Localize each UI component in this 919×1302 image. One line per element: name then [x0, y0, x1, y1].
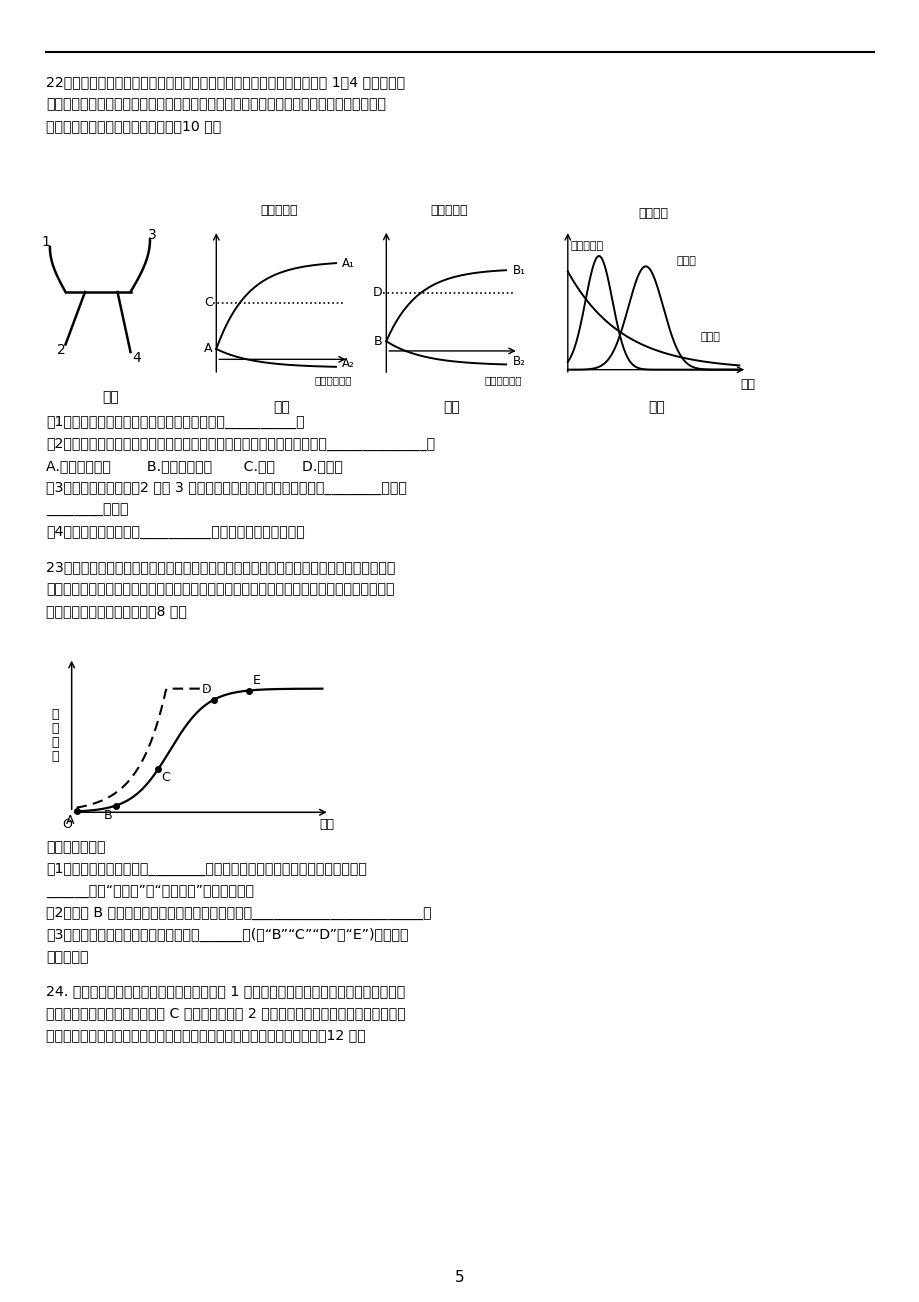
- Text: C: C: [161, 771, 170, 784]
- Text: （1）图中號线表示具体在________条件下田鼠种群的增长方式，该增长方式中: （1）图中號线表示具体在________条件下田鼠种群的增长方式，该增长方式中: [46, 862, 367, 876]
- Text: （2）根的向地生长和茎的背地生长中，能证明生长素作用具有两重性的是______________。: （2）根的向地生长和茎的背地生长中，能证明生长素作用具有两重性的是_______…: [46, 437, 435, 450]
- Text: D: D: [372, 286, 382, 299]
- Text: （3）图甲幼苗横放后，2 处和 3 处生长素浓度的变化依次对应图中的________曲线和: （3）图甲幼苗横放后，2 处和 3 处生长素浓度的变化依次对应图中的______…: [46, 480, 406, 495]
- Text: 效果最好。: 效果最好。: [46, 950, 88, 963]
- Text: 横放后的时间: 横放后的时间: [314, 375, 352, 385]
- Text: 23．调查草原老鼠数量变化对畜牧业有一定的指导意义。假如某时期有一批田鼠迁入内蒙古: 23．调查草原老鼠数量变化对畜牧业有一定的指导意义。假如某时期有一批田鼠迁入内蒙…: [46, 560, 395, 574]
- Text: O: O: [62, 819, 72, 832]
- Text: 图乙: 图乙: [273, 400, 290, 414]
- Text: 1: 1: [41, 236, 51, 250]
- Text: A₂: A₂: [342, 357, 355, 370]
- Text: 物被植食性动物利用的过程，图中的字母表示所含的能量。请回答问题：（12 分）: 物被植食性动物利用的过程，图中的字母表示所含的能量。请回答问题：（12 分）: [46, 1029, 366, 1042]
- Text: A: A: [204, 342, 212, 355]
- Text: 田
鼠
数
量: 田 鼠 数 量: [51, 707, 60, 763]
- Text: 生长素浓度: 生长素浓度: [430, 204, 468, 217]
- Text: 赤霍素: 赤霍素: [676, 256, 696, 266]
- Text: A: A: [65, 814, 74, 827]
- Text: 图丁: 图丁: [648, 400, 664, 414]
- Text: （3）牧民为了减少田鼠的数量，在图中______点(填“B”“C”“D”或“E”)投放鼠药: （3）牧民为了减少田鼠的数量，在图中______点(填“B”“C”“D”或“E”…: [46, 928, 408, 943]
- Text: B: B: [104, 809, 112, 822]
- Text: 横放后的时间: 横放后的时间: [484, 375, 522, 385]
- Text: 22．图甲为某幼苗横放一段时间后的生长状态，图乙和图丙为横放后幼苗 1～4 处生长素浓: 22．图甲为某幼苗横放一段时间后的生长状态，图乙和图丙为横放后幼苗 1～4 处生…: [46, 76, 404, 89]
- Text: （1）经过一系列反应可转变成生长素的物质是__________。: （1）经过一系列反应可转变成生长素的物质是__________。: [46, 415, 304, 428]
- Text: E: E: [252, 673, 260, 686]
- Text: B₁: B₁: [512, 264, 525, 277]
- Text: C: C: [203, 296, 212, 309]
- Text: 3: 3: [148, 228, 157, 242]
- Text: 激素的变化曲线。回答下列问题：（10 分）: 激素的变化曲线。回答下列问题：（10 分）: [46, 118, 221, 133]
- Text: 图甲: 图甲: [103, 391, 119, 404]
- Text: B: B: [373, 335, 382, 348]
- Text: 4: 4: [132, 352, 142, 365]
- Text: 群的生长和繁衍情况，已知种群 C 为自养生物。图 2 表示该生态系统中光合作用积累的有机: 群的生长和繁衍情况，已知种群 C 为自养生物。图 2 表示该生态系统中光合作用积…: [46, 1006, 405, 1019]
- Text: 草原，该田鼠以优质牧草的根为食，某科研小组对该草原的这一批田鼠进行了长期追踪调查，: 草原，该田鼠以优质牧草的根为食，某科研小组对该草原的这一批田鼠进行了长期追踪调查…: [46, 582, 394, 596]
- Text: 图丙: 图丙: [443, 400, 460, 414]
- Text: A₁: A₁: [342, 256, 355, 270]
- Text: 24. 草原是综色生态环境的重要组成部分。图 1 所示曲线表示某草原生态系统中三个不同种: 24. 草原是综色生态环境的重要组成部分。图 1 所示曲线表示某草原生态系统中三…: [46, 984, 404, 999]
- Text: 回答以下问题：: 回答以下问题：: [46, 840, 106, 854]
- Text: B₂: B₂: [512, 355, 525, 368]
- Text: D: D: [202, 682, 211, 695]
- Text: 时间: 时间: [319, 819, 335, 832]
- Text: （4）从图丁曲线分析，__________对种子萌发有抑制作用。: （4）从图丁曲线分析，__________对种子萌发有抑制作用。: [46, 525, 304, 539]
- Text: ________曲线。: ________曲线。: [46, 503, 129, 517]
- Text: A.根的向地生长        B.茎的背地生长       C.均能      D.均不能: A.根的向地生长 B.茎的背地生长 C.均能 D.均不能: [46, 460, 343, 473]
- Text: 相对含量: 相对含量: [638, 207, 668, 220]
- Text: （2）图中 B 点以后同一时刻號线与实线的差値表示________________________。: （2）图中 B 点以后同一时刻號线与实线的差値表示_______________…: [46, 906, 431, 921]
- Text: 并绘制了如图所示曲线图。（8 分）: 并绘制了如图所示曲线图。（8 分）: [46, 604, 187, 618]
- Text: 生长素浓度: 生长素浓度: [260, 203, 298, 216]
- Text: 5: 5: [455, 1269, 464, 1285]
- Text: 脱落酸: 脱落酸: [699, 332, 720, 341]
- Text: 细胞分裂素: 细胞分裂素: [571, 241, 604, 251]
- Text: 2: 2: [57, 344, 66, 358]
- Text: 时间: 时间: [739, 378, 754, 391]
- Text: 度变化曲线（號线代表生长素既不促进也不抑制生长的浓度），图丁为种子萌发过程中几种: 度变化曲线（號线代表生长素既不促进也不抑制生长的浓度），图丁为种子萌发过程中几种: [46, 98, 386, 111]
- Text: ______（填“增长率”或“增长速率”）保持不变。: ______（填“增长率”或“增长速率”）保持不变。: [46, 884, 254, 898]
